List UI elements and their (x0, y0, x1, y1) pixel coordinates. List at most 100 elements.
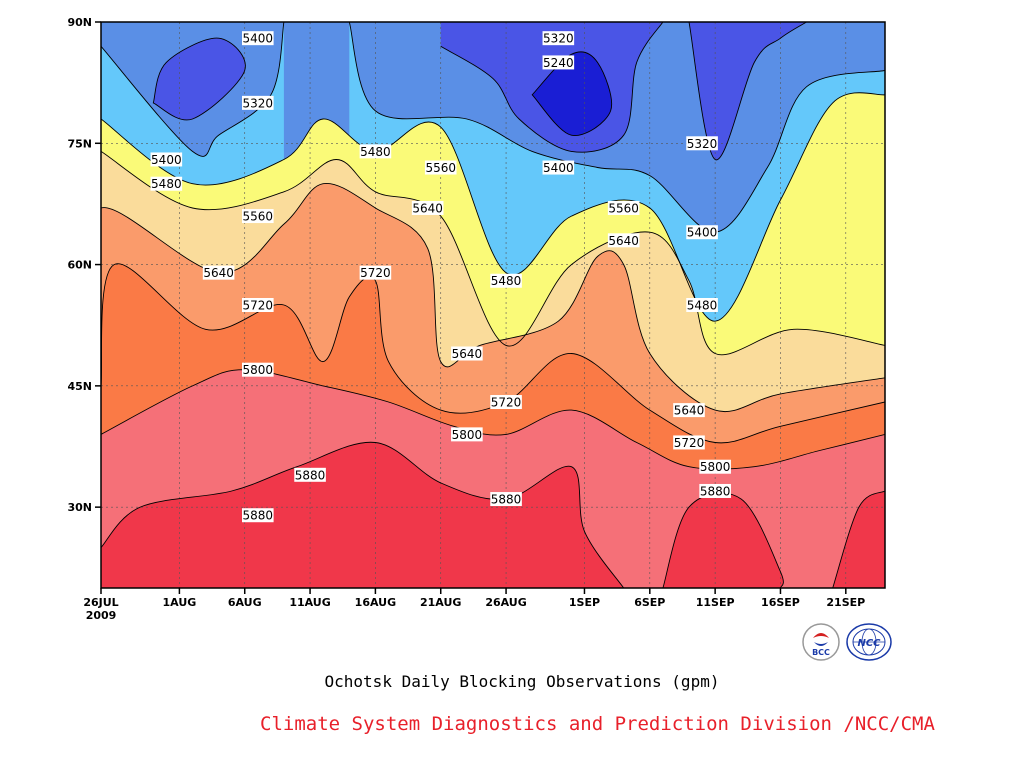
contour-label-text: 5640 (608, 234, 639, 248)
y-tick-label: 75N (67, 137, 92, 150)
y-tick-label: 30N (67, 501, 92, 514)
contour-label-box (451, 427, 483, 442)
contour-label: 5480 (686, 298, 718, 313)
contour-label-box (202, 265, 235, 280)
contour-label-box (150, 152, 183, 167)
contour-label-text: 5560 (608, 201, 639, 215)
plot-frame (100, 21, 886, 589)
contour-label-box (294, 467, 326, 482)
contour-label: 5800 (451, 427, 483, 442)
contour-label: 5880 (294, 467, 326, 482)
x-tick-label: 11SEP (696, 596, 735, 609)
contour-label-box (242, 31, 274, 46)
contour-label-text: 5480 (360, 145, 391, 159)
contour-label-box (359, 265, 392, 280)
contour-label-text: 5400 (151, 153, 182, 167)
contour-label: 5480 (490, 273, 522, 288)
contour-label-text: 5720 (491, 396, 522, 410)
contour-label: 5240 (542, 55, 575, 70)
contour-label-box (411, 200, 444, 215)
contour-label-box (242, 95, 274, 110)
contour-line-5320 (688, 22, 807, 160)
contour-label-box (699, 483, 731, 498)
contour-label-box (451, 346, 483, 361)
contour-label-box (686, 225, 718, 240)
contour-label-box (607, 200, 640, 215)
contour-label-box (242, 298, 274, 312)
x-tick-label: 1SEP (569, 596, 600, 609)
chart-title: Ochotsk Daily Blocking Observations (gpm… (324, 672, 720, 691)
contour-label: 5720 (490, 395, 522, 410)
contour-label: 5480 (359, 144, 392, 159)
contour-label-box (607, 233, 640, 248)
contour-label: 5640 (673, 403, 705, 418)
contour-label-text: 5640 (412, 201, 443, 215)
contour-label-text: 5880 (491, 493, 522, 507)
contour-fill-5880-0 (101, 442, 624, 588)
contour-label-text: 5720 (360, 266, 391, 280)
contour-label-box (424, 160, 457, 175)
contour-label-text: 5320 (543, 32, 574, 46)
contour-label-text: 5480 (687, 299, 718, 313)
contour-fill-5320-1 (689, 22, 807, 160)
contour-label-text: 5800 (243, 363, 274, 377)
contour-label-text: 5720 (674, 436, 705, 450)
contour-line-5320 (440, 22, 664, 153)
contour-line-5320 (152, 37, 246, 121)
x-tick-label: 6AUG (228, 596, 262, 609)
contour-label: 5640 (607, 233, 640, 248)
contour-fill-5880-1 (662, 492, 784, 588)
contour-lines (101, 22, 885, 588)
contour-label-text: 5880 (295, 468, 326, 482)
contour-label: 5320 (242, 95, 274, 110)
x-tick-label: 16AUG (355, 596, 396, 609)
contour-label: 5480 (150, 176, 183, 191)
contour-label-text: 5640 (452, 347, 483, 361)
x-tick-label: 16SEP (761, 596, 800, 609)
contour-label: 5640 (411, 200, 444, 215)
x-tick-label: 1AUG (163, 596, 197, 609)
x-tick-label: 21SEP (826, 596, 865, 609)
contour-label-text: 5400 (543, 161, 574, 175)
contour-label-box (686, 298, 718, 312)
credit-line: Climate System Diagnostics and Predictio… (260, 713, 935, 735)
contour-label: 5400 (242, 31, 274, 46)
contour-label: 5400 (542, 160, 575, 175)
contour-label-text: 5480 (151, 177, 182, 191)
contour-label: 5560 (242, 209, 274, 224)
contour-label-box (490, 395, 522, 410)
contour-label-text: 5800 (452, 428, 483, 442)
contour-label: 5640 (202, 265, 235, 280)
contour-line-5880 (662, 492, 784, 588)
contour-label: 5800 (242, 362, 274, 377)
x-tick-label: 6SEP (634, 596, 665, 609)
contour-label: 5640 (451, 346, 483, 361)
contour-label-text: 5320 (687, 137, 718, 151)
contour-label: 5400 (150, 152, 183, 167)
contour-label-box (242, 209, 274, 224)
contour-label: 5880 (699, 483, 731, 498)
contour-label-text: 5560 (425, 161, 456, 175)
contour-label: 5400 (686, 225, 718, 240)
contour-label-text: 5880 (700, 484, 731, 498)
contour-label-text: 5400 (687, 226, 718, 240)
ncc-logo: NCC (846, 623, 892, 661)
bcc-logo: BCC (802, 623, 840, 661)
contour-label-text: 5880 (243, 509, 274, 523)
contour-label-box (150, 176, 183, 191)
contour-label-box (542, 160, 575, 175)
contour-label-text: 5640 (674, 404, 705, 418)
ncc-logo-text: NCC (857, 638, 881, 649)
contour-label-box (542, 31, 575, 46)
contour-label: 5560 (607, 200, 640, 215)
contour-label: 5320 (542, 31, 575, 46)
x-tick-label: 26JUL (83, 596, 118, 609)
contour-label-text: 5400 (243, 32, 274, 46)
contour-fill-5320-2 (153, 38, 246, 120)
contour-label: 5320 (686, 136, 718, 151)
contour-labels: 5400 5320 5400 5480 5560 5640 5720 5800 5880 5880… (150, 31, 731, 523)
contour-label: 5880 (490, 492, 522, 507)
contour-fill-5240-0 (532, 51, 612, 136)
x-tick-label: 11AUG (289, 596, 330, 609)
